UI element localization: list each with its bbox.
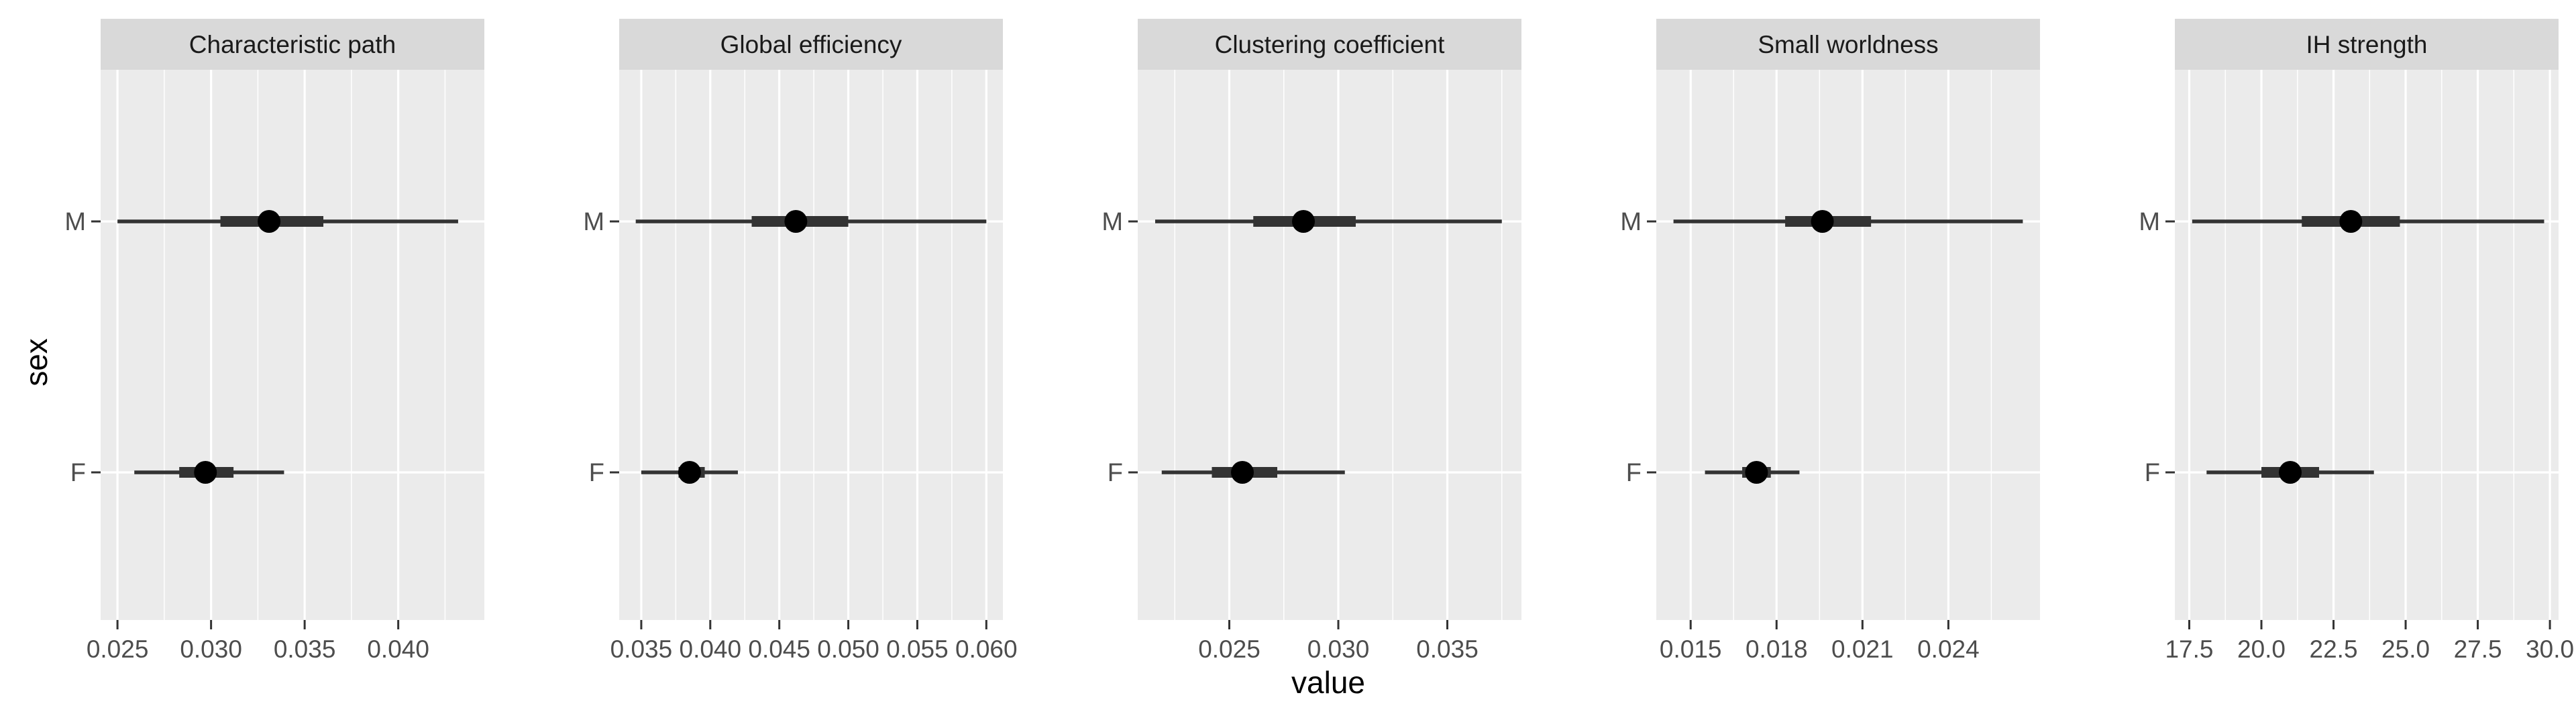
x-tick-label: 25.0	[2381, 635, 2430, 663]
facet-title: Clustering coefficient	[1215, 31, 1445, 58]
x-tick-label: 0.025	[87, 635, 149, 663]
x-tick-label: 0.021	[1831, 635, 1894, 663]
point-estimate	[2279, 461, 2302, 484]
y-tick-label: M	[1102, 208, 1123, 236]
x-tick-label: 0.015	[1660, 635, 1722, 663]
point-estimate	[678, 461, 701, 484]
point-estimate	[1231, 461, 1254, 484]
y-tick-label: M	[64, 208, 86, 236]
point-estimate	[784, 210, 808, 233]
facet-strip	[1656, 19, 2040, 70]
x-tick-label: 0.018	[1746, 635, 1808, 663]
x-tick-label: 0.035	[610, 635, 673, 663]
facet-title: IH strength	[2306, 31, 2428, 58]
x-tick-label: 30.0	[2526, 635, 2574, 663]
y-tick-label: F	[70, 459, 86, 487]
y-tick-label: M	[1620, 208, 1642, 236]
point-estimate	[1811, 210, 1834, 233]
x-tick-label: 0.024	[1917, 635, 1980, 663]
y-tick-label: F	[1108, 459, 1123, 487]
x-tick-label: 0.050	[817, 635, 879, 663]
panel-background	[619, 70, 1003, 620]
x-axis-title: value	[1291, 665, 1365, 700]
x-tick-label: 0.025	[1198, 635, 1260, 663]
y-tick-label: F	[2145, 459, 2160, 487]
y-tick-label: F	[1626, 459, 1642, 487]
x-tick-label: 22.5	[2310, 635, 2358, 663]
panel-background	[101, 70, 484, 620]
point-estimate	[194, 461, 217, 484]
y-tick-label: M	[2139, 208, 2160, 236]
facet-strip	[101, 19, 484, 70]
panel-background	[1656, 70, 2040, 620]
point-estimate	[1292, 210, 1315, 233]
x-tick-label: 0.040	[367, 635, 429, 663]
facet-title: Global efficiency	[720, 31, 902, 58]
x-tick-label: 0.055	[886, 635, 949, 663]
x-tick-label: 17.5	[2165, 635, 2213, 663]
point-estimate	[1745, 461, 1768, 484]
point-estimate	[2339, 210, 2363, 233]
x-tick-label: 0.040	[680, 635, 742, 663]
facet-strip	[619, 19, 1003, 70]
x-tick-label: 0.035	[1416, 635, 1479, 663]
facet-strip	[2175, 19, 2559, 70]
y-tick-label: M	[583, 208, 604, 236]
y-axis-title: sex	[19, 338, 54, 386]
y-tick-label: F	[589, 459, 604, 487]
x-tick-label: 20.0	[2237, 635, 2286, 663]
panel-background	[2175, 70, 2559, 620]
x-tick-label: 27.5	[2454, 635, 2502, 663]
x-tick-label: 0.045	[748, 635, 810, 663]
x-tick-label: 0.030	[180, 635, 242, 663]
panel-background	[1138, 70, 1521, 620]
point-estimate	[258, 210, 281, 233]
facet-strip	[1138, 19, 1521, 70]
x-tick-label: 0.030	[1307, 635, 1370, 663]
x-tick-label: 0.035	[274, 635, 336, 663]
facet-title: Small worldness	[1758, 31, 1938, 58]
facet-title: Characteristic path	[189, 31, 396, 58]
x-tick-label: 0.060	[955, 635, 1018, 663]
